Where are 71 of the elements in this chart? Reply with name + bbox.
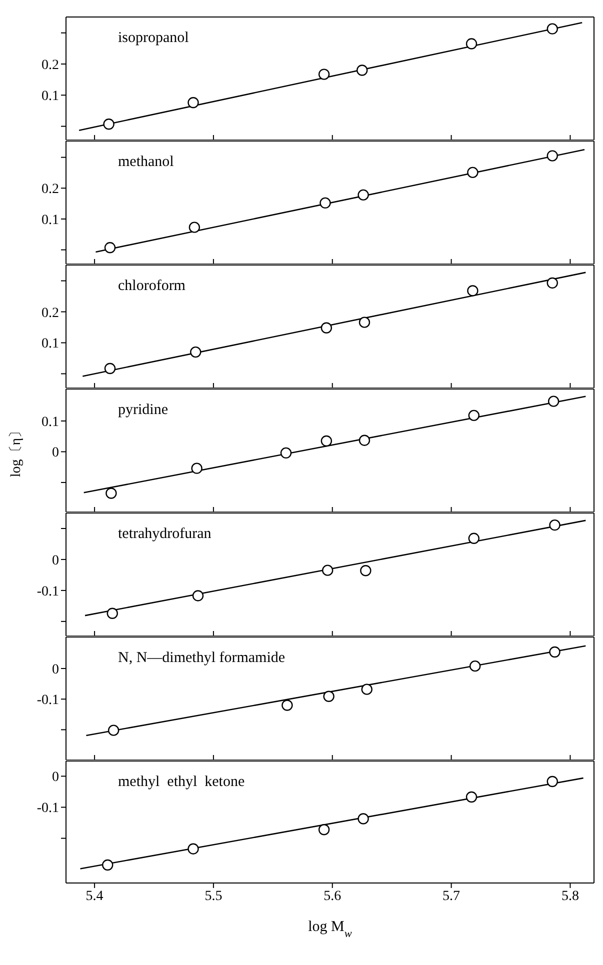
y-tick-label: 0.1 (42, 212, 59, 228)
point (188, 97, 199, 108)
point (280, 447, 292, 459)
point (546, 23, 558, 34)
point (104, 362, 116, 374)
point (468, 532, 480, 544)
point (103, 118, 114, 130)
y-tick-label: 0 (52, 662, 59, 678)
point (361, 684, 372, 695)
annotation: N, N—dimethyl formamide (118, 650, 286, 667)
x-tick-label: 5.6 (324, 888, 342, 904)
point (467, 166, 478, 178)
point (358, 189, 369, 201)
annotation: methyl ethyl ketone (118, 774, 245, 791)
annotation: chloroform (118, 278, 186, 295)
point (102, 859, 114, 871)
point (104, 242, 116, 254)
y-tick-label: -0.1 (36, 584, 59, 600)
x-axis-title: log M$_{w}$ (308, 919, 352, 940)
point (191, 462, 202, 474)
point (322, 564, 334, 576)
x-tick-label: 5.7 (442, 888, 460, 904)
point (192, 590, 204, 602)
point (318, 68, 330, 80)
point (106, 488, 117, 499)
annotation: pyridine (118, 402, 168, 419)
y-tick-label: 0.2 (42, 58, 59, 73)
annotation: tetrahydrofuran (118, 526, 212, 543)
y-tick-label: 0.2 (42, 182, 59, 198)
point (466, 38, 478, 50)
point (320, 197, 331, 209)
y-tick-label: 0 (52, 446, 59, 461)
y-tick-label: 0.1 (42, 89, 59, 104)
point (358, 316, 370, 328)
point (318, 824, 330, 836)
y-axis-title: log〔η〕 (8, 424, 24, 478)
point (356, 64, 368, 76)
point (320, 435, 332, 447)
point (467, 285, 478, 296)
x-tick-label: 5.4 (86, 888, 104, 904)
point (106, 608, 118, 619)
point (468, 410, 480, 422)
point (323, 690, 334, 702)
y-tick-label: 0.2 (42, 306, 59, 321)
point (188, 222, 200, 233)
point (546, 776, 558, 788)
point (546, 277, 558, 289)
point (188, 843, 199, 854)
point (549, 519, 560, 531)
annotation: methanol (118, 154, 174, 171)
point (360, 565, 372, 576)
point (358, 813, 369, 824)
point (282, 700, 293, 711)
point (190, 346, 202, 358)
y-tick-label: -0.1 (36, 801, 59, 816)
point (320, 322, 332, 334)
point (466, 791, 478, 803)
annotation: isopropanol (118, 30, 189, 47)
x-tick-label: 5.5 (204, 888, 222, 904)
point (549, 646, 560, 658)
y-tick-label: 0.1 (42, 336, 59, 352)
point (469, 660, 481, 672)
point (546, 150, 558, 162)
point (108, 724, 120, 736)
y-tick-label: -0.1 (36, 693, 59, 708)
point (548, 396, 560, 407)
y-tick-label: 0 (52, 553, 59, 568)
y-tick-label: 0.1 (42, 414, 59, 430)
x-tick-label: 5.8 (561, 888, 579, 904)
point (358, 434, 370, 446)
y-tick-label: 0 (52, 770, 59, 786)
